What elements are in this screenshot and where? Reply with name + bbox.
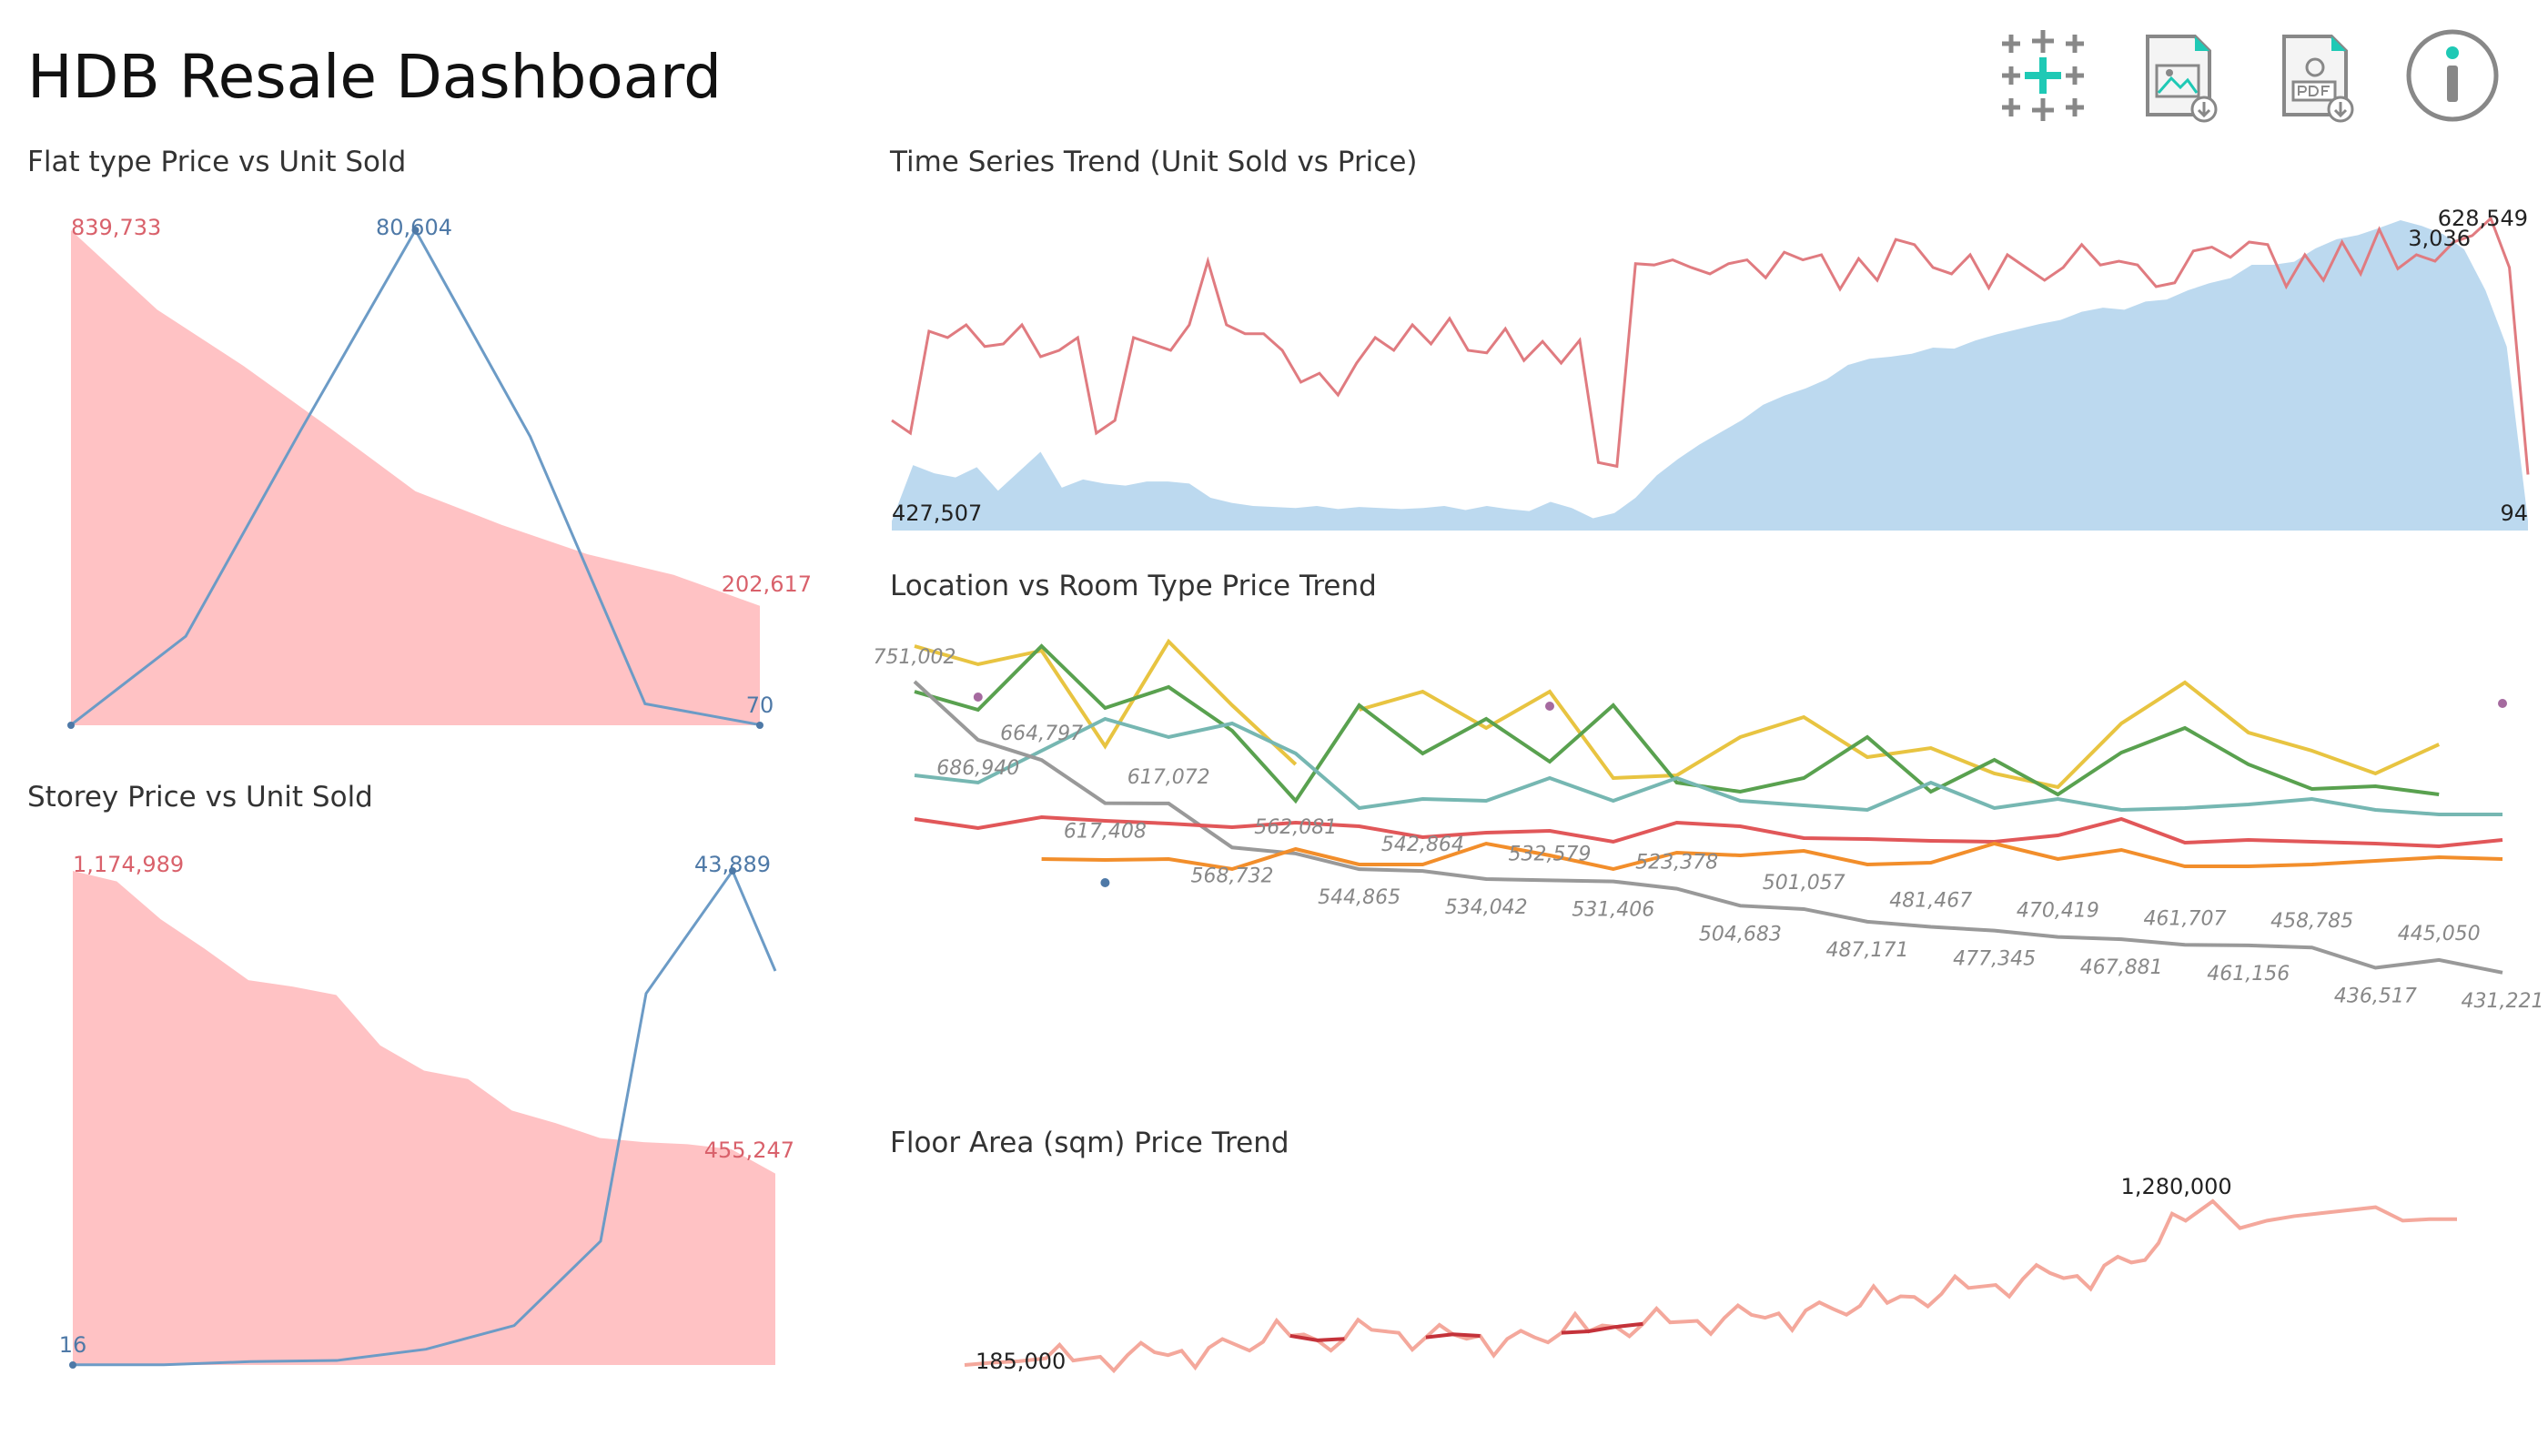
- location-label-17: 477,345: [1953, 948, 2036, 971]
- location-label-25: 431,221: [2462, 990, 2544, 1013]
- storey-units-max-label: 43,889: [694, 852, 771, 877]
- floor-area-price-line[interactable]: [964, 1198, 2457, 1374]
- location-room-chart-title: Location vs Room Type Price Trend: [890, 570, 1377, 602]
- location-label-9: 534,042: [1445, 896, 1528, 919]
- location-series-3-line[interactable]: [913, 680, 2503, 975]
- storey-units-min-label: 16: [59, 1332, 87, 1358]
- flat-type-units-max-label: 80,604: [376, 215, 452, 240]
- location-label-6: 562,081: [1254, 816, 1337, 839]
- location-label-15: 487,171: [1826, 939, 1909, 962]
- location-label-0: 751,002: [874, 646, 956, 669]
- location-series-2-line[interactable]: [914, 716, 2502, 816]
- floor-area-accent-0[interactable]: [1289, 1333, 1345, 1342]
- location-label-8: 542,864: [1381, 834, 1464, 856]
- location-dot-1[interactable]: [1545, 702, 1554, 711]
- flat-type-chart-title: Flat type Price vs Unit Sold: [27, 146, 407, 178]
- location-series-5-line[interactable]: [1041, 841, 2503, 872]
- flat-type-units-max-point[interactable]: [411, 227, 420, 234]
- time-series-units-max-label: 3,036: [2408, 226, 2471, 251]
- flat-type-units-end-point[interactable]: [756, 722, 763, 729]
- time-series-price-line[interactable]: [891, 216, 2530, 475]
- location-label-24: 445,050: [2398, 923, 2481, 945]
- tableau-logo-icon[interactable]: [1993, 25, 2093, 126]
- location-label-11: 531,406: [1572, 899, 1654, 922]
- storey-chart[interactable]: 1,174,989 43,889 455,247 16: [59, 852, 794, 1369]
- flat-type-units-min-label: 70: [746, 693, 774, 718]
- location-room-chart[interactable]: 751,002 686,940 664,797 617,408 617,072 568,7…: [874, 638, 2544, 1013]
- time-series-units-area[interactable]: [892, 220, 2528, 531]
- flat-type-chart[interactable]: 839,733 80,604 202,617 70: [67, 215, 812, 729]
- floor-area-chart-title: Floor Area (sqm) Price Trend: [890, 1127, 1289, 1159]
- location-label-23: 436,517: [2334, 985, 2417, 1007]
- storey-price-area[interactable]: [73, 871, 775, 1365]
- location-label-10: 532,579: [1509, 843, 1592, 865]
- location-label-5: 568,732: [1191, 864, 1274, 887]
- location-label-4: 617,072: [1127, 766, 1210, 789]
- time-series-chart-title: Time Series Trend (Unit Sold vs Price): [890, 146, 1418, 178]
- download-pdf-icon[interactable]: [2266, 25, 2366, 126]
- download-image-icon[interactable]: [2129, 25, 2230, 126]
- storey-price-min-label: 455,247: [704, 1138, 794, 1163]
- location-dot-2[interactable]: [2498, 699, 2507, 708]
- location-label-19: 467,881: [2080, 956, 2163, 979]
- location-label-12: 523,378: [1635, 852, 1718, 875]
- flat-type-price-area[interactable]: [71, 230, 760, 725]
- location-dot-0[interactable]: [973, 693, 983, 702]
- location-label-16: 481,467: [1889, 890, 1972, 913]
- location-label-20: 461,707: [2144, 907, 2227, 930]
- location-label-2: 664,797: [1000, 723, 1083, 745]
- location-series-4-line[interactable]: [914, 814, 2503, 849]
- location-dot-3[interactable]: [1100, 878, 1110, 887]
- storey-chart-title: Storey Price vs Unit Sold: [27, 781, 373, 814]
- location-label-1: 686,940: [936, 757, 1019, 780]
- location-label-22: 458,785: [2270, 910, 2353, 933]
- storey-units-point[interactable]: [69, 1361, 76, 1369]
- info-icon[interactable]: [2402, 25, 2502, 126]
- time-series-units-min-label: 94: [2500, 500, 2528, 526]
- storey-units-line[interactable]: [73, 867, 777, 1367]
- flat-type-price-max-label: 839,733: [71, 215, 161, 240]
- location-label-13: 504,683: [1699, 923, 1782, 945]
- location-label-18: 470,419: [2017, 900, 2099, 923]
- location-series-0-line[interactable]: [914, 638, 1298, 766]
- time-series-price-min-label: 427,507: [892, 500, 982, 526]
- floor-area-max-label: 1,280,000: [2121, 1174, 2232, 1199]
- location-label-3: 617,408: [1064, 821, 1147, 844]
- flat-type-price-min-label: 202,617: [722, 571, 812, 597]
- storey-price-max-label: 1,174,989: [73, 852, 184, 877]
- storey-units-max-point[interactable]: [729, 867, 736, 875]
- floor-area-chart[interactable]: 1,280,000 185,000: [964, 1174, 2457, 1374]
- location-series-0-line[interactable]: [1359, 680, 2441, 790]
- flat-type-units-point[interactable]: [67, 722, 75, 729]
- floor-area-accent-1[interactable]: [1425, 1332, 1481, 1340]
- time-series-price-max-label: 628,549: [2438, 206, 2528, 231]
- floor-area-accent-2[interactable]: [1561, 1321, 1643, 1335]
- toolbar: [1993, 25, 2502, 126]
- location-series-1-line[interactable]: [914, 643, 2440, 804]
- location-label-14: 501,057: [1763, 872, 1845, 895]
- location-label-21: 461,156: [2207, 963, 2290, 986]
- location-label-7: 544,865: [1318, 886, 1400, 909]
- floor-area-min-label: 185,000: [976, 1349, 1066, 1374]
- dashboard-title: HDB Resale Dashboard: [27, 42, 723, 112]
